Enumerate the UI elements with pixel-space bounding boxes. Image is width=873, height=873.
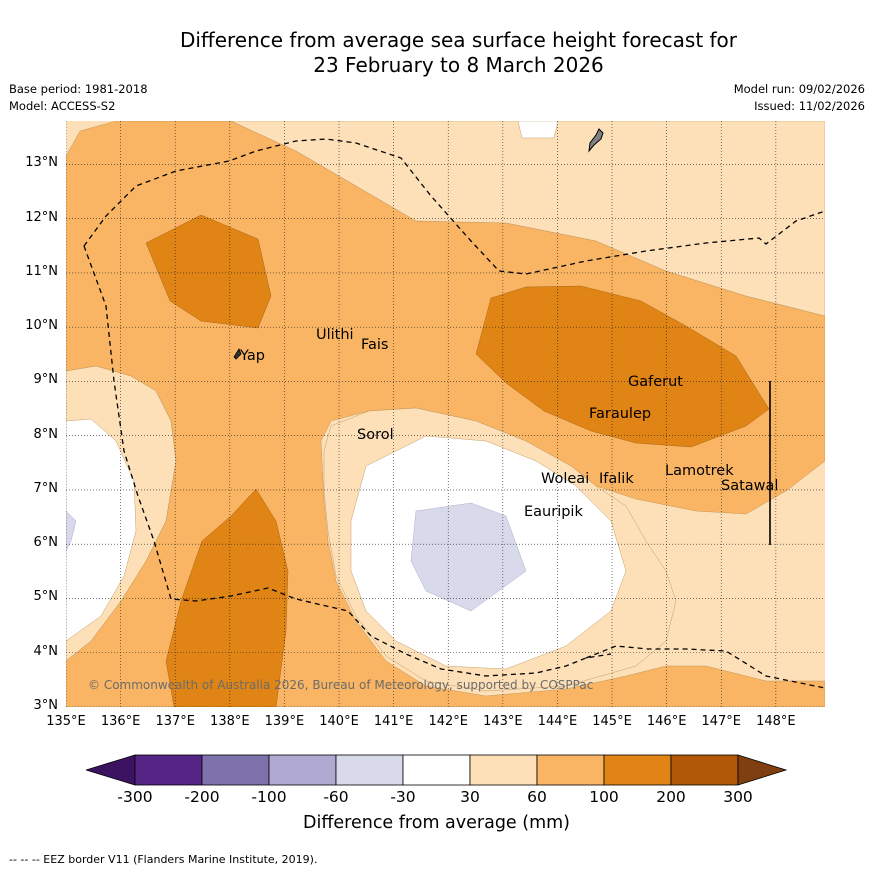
latitude-label: 5°N bbox=[33, 589, 59, 605]
colorbar-tick-label: 100 bbox=[589, 788, 619, 806]
place-yap: Yap bbox=[240, 348, 265, 364]
colorbar-swatch bbox=[603, 754, 672, 786]
longitude-label: 143°E bbox=[483, 714, 523, 729]
map-svg bbox=[66, 121, 825, 707]
latitude-label: 8°N bbox=[33, 426, 59, 442]
latitude-label: 6°N bbox=[33, 535, 59, 551]
meta-right: Model run: 09/02/2026 Issued: 11/02/2026 bbox=[734, 81, 865, 115]
colorbar-swatch bbox=[335, 754, 404, 786]
place-sorol: Sorol bbox=[357, 427, 394, 443]
colorbar-swatch bbox=[536, 754, 605, 786]
colorbar-tick-label: 30 bbox=[460, 788, 480, 806]
latitude-label: 7°N bbox=[33, 480, 59, 496]
colorbar-extend-low bbox=[86, 754, 136, 786]
latitude-label: 12°N bbox=[25, 209, 58, 225]
colorbar-tick-label: -60 bbox=[323, 788, 349, 806]
map-title: Difference from average sea surface heig… bbox=[0, 28, 873, 78]
colorbar-tick-label: 300 bbox=[723, 788, 753, 806]
longitude-label: 147°E bbox=[701, 714, 742, 729]
yap-land bbox=[233, 348, 242, 360]
latitude-label: 9°N bbox=[33, 372, 59, 388]
place-lamotrek: Lamotrek bbox=[665, 463, 734, 479]
longitude-label: 135°E bbox=[46, 714, 86, 729]
place-gaferut: Gaferut bbox=[628, 374, 683, 390]
place-fais: Fais bbox=[361, 337, 389, 353]
colorbar-swatch bbox=[402, 754, 471, 786]
model-run: Model run: 09/02/2026 bbox=[733, 82, 865, 96]
colorbar-swatch bbox=[201, 754, 270, 786]
longitude-label: 136°E bbox=[100, 714, 141, 729]
colorbar-swatch bbox=[469, 754, 538, 786]
latitude-label: 10°N bbox=[25, 318, 58, 334]
graticule bbox=[66, 121, 825, 707]
copyright-text: © Commonwealth of Australia 2026, Bureau… bbox=[88, 678, 594, 692]
top-notch bbox=[517, 121, 559, 139]
colorbar-swatch bbox=[670, 754, 739, 786]
latitude-label: 11°N bbox=[25, 263, 58, 279]
contour-neutral-west bbox=[66, 418, 137, 642]
contour-100-200-south bbox=[165, 488, 289, 707]
eez-border bbox=[83, 138, 825, 275]
colorbar-tick-label: -200 bbox=[184, 788, 220, 806]
base-period: Base period: 1981-2018 bbox=[9, 82, 148, 96]
colorbar bbox=[86, 754, 788, 786]
footer-note: -- -- -- EEZ border V11 (Flanders Marine… bbox=[9, 853, 318, 866]
longitude-label: 146°E bbox=[646, 714, 687, 729]
guam-land bbox=[588, 128, 604, 153]
latitude-label: 3°N bbox=[33, 698, 59, 713]
map-panel: Yap Ulithi Fais Sorol Gaferut Faraulep W… bbox=[66, 121, 825, 707]
place-ifalik: Ifalik bbox=[599, 471, 634, 487]
longitude-label: 138°E bbox=[210, 714, 250, 729]
place-faraulep: Faraulep bbox=[589, 406, 652, 422]
contour-negative-central bbox=[410, 502, 527, 612]
latitude-label: 4°N bbox=[33, 643, 59, 659]
contour-negative-west bbox=[66, 510, 77, 552]
longitude-label: 145°E bbox=[592, 714, 632, 729]
eez-border-south bbox=[83, 245, 612, 677]
place-satawal: Satawal bbox=[721, 478, 779, 494]
eez-border-southeast bbox=[585, 645, 825, 689]
colorbar-tick-label: -30 bbox=[390, 788, 416, 806]
issued-date: Issued: 11/02/2026 bbox=[754, 99, 865, 113]
longitude-label: 142°E bbox=[428, 714, 468, 729]
colorbar-swatch bbox=[134, 754, 203, 786]
colorbar-tick-label: -300 bbox=[117, 788, 153, 806]
contour-100-200-east bbox=[475, 285, 770, 448]
colorbar-tick-label: -100 bbox=[251, 788, 287, 806]
place-eauripik: Eauripik bbox=[524, 504, 583, 520]
longitude-label: 148°E bbox=[756, 714, 796, 729]
meta-left: Base period: 1981-2018 Model: ACCESS-S2 bbox=[9, 81, 148, 115]
title-line-1: Difference from average sea surface heig… bbox=[179, 28, 738, 52]
colorbar-tick-label: 60 bbox=[527, 788, 547, 806]
colorbar-tick-label: 200 bbox=[656, 788, 686, 806]
longitude-label: 137°E bbox=[155, 714, 195, 729]
place-woleai: Woleai bbox=[541, 471, 590, 487]
model-name: Model: ACCESS-S2 bbox=[9, 99, 116, 113]
colorbar-swatch bbox=[268, 754, 337, 786]
longitude-label: 139°E bbox=[264, 714, 305, 729]
longitude-label: 140°E bbox=[319, 714, 359, 729]
longitude-label: 144°E bbox=[537, 714, 578, 729]
longitude-label: 141°E bbox=[373, 714, 414, 729]
colorbar-extend-high bbox=[737, 754, 788, 786]
title-line-2: 23 February to 8 March 2026 bbox=[313, 53, 604, 77]
place-ulithi: Ulithi bbox=[316, 327, 354, 343]
latitude-label: 13°N bbox=[25, 155, 58, 171]
colorbar-title: Difference from average (mm) bbox=[302, 813, 571, 833]
